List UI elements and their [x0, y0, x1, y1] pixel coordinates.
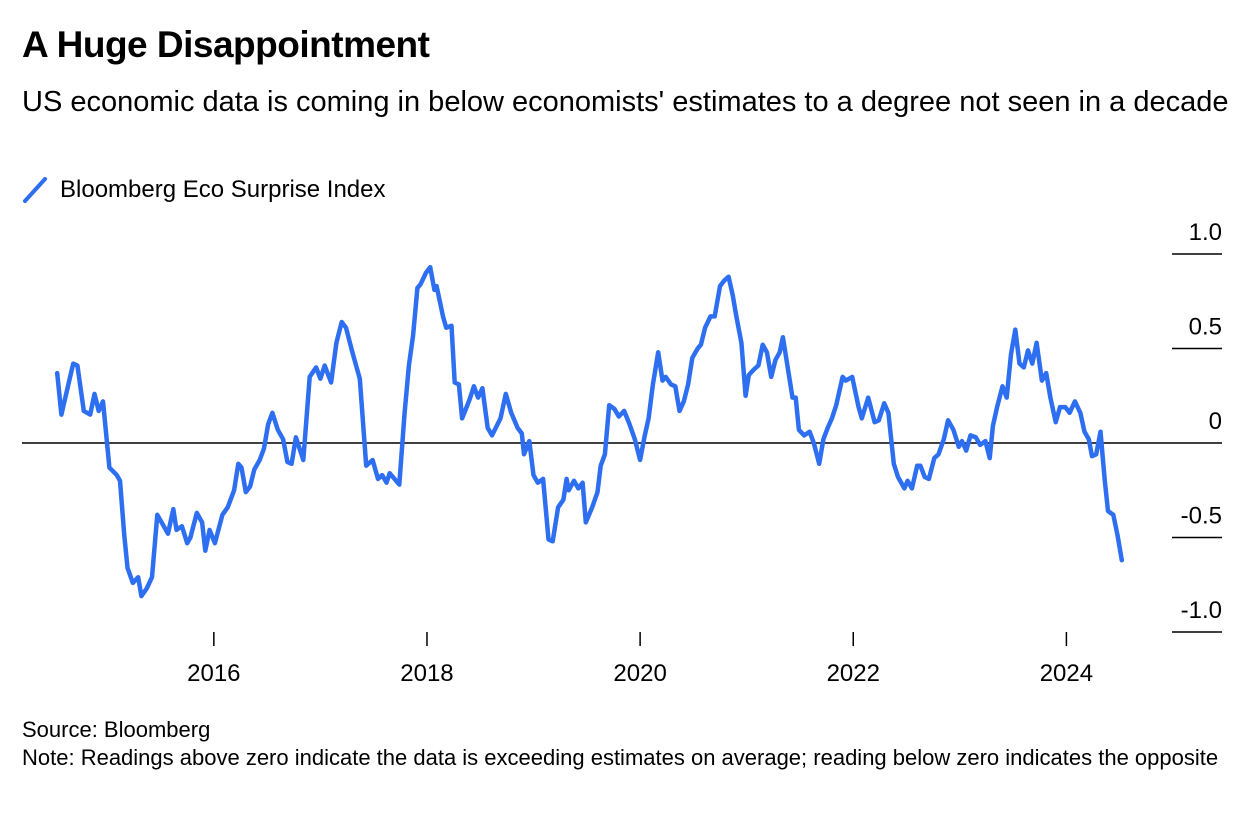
y-tick-label: -1.0	[1181, 597, 1222, 624]
data-line	[54, 264, 1125, 599]
legend-swatch	[23, 177, 47, 203]
note: Note: Readings above zero indicate the d…	[22, 745, 1219, 770]
y-tick-label: 0	[1209, 408, 1222, 435]
source: Source: Bloomberg	[22, 717, 211, 742]
legend-line	[23, 177, 47, 203]
y-tick-label: 0.5	[1189, 314, 1222, 341]
y-tick-label: 1.0	[1189, 219, 1222, 246]
x-tick-label: 2016	[187, 660, 240, 687]
legend: Bloomberg Eco Surprise Index	[22, 176, 386, 204]
x-tick-label: 2018	[400, 660, 453, 687]
x-tick-label: 2020	[613, 660, 666, 687]
x-tick-label: 2024	[1040, 660, 1093, 687]
footer: Source: Bloomberg Note: Readings above z…	[22, 716, 1222, 772]
chart-subtitle: US economic data is coming in below econ…	[22, 86, 1229, 118]
x-tick-label: 2022	[827, 660, 880, 687]
chart-title: A Huge Disappointment	[22, 24, 430, 65]
legend-label: Bloomberg Eco Surprise Index	[60, 176, 386, 203]
y-tick-label: -0.5	[1181, 503, 1222, 530]
